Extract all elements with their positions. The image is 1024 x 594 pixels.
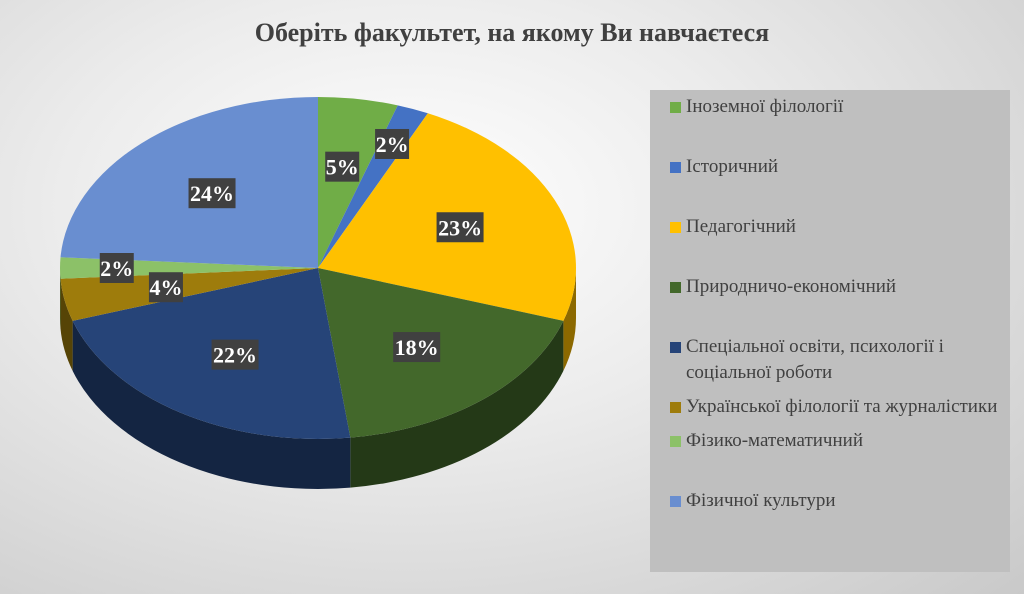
legend-item: Української філології та журналістики bbox=[670, 394, 998, 420]
pie-slice[interactable] bbox=[72, 268, 351, 439]
data-label: 2% bbox=[376, 132, 409, 157]
pie-slice-side bbox=[350, 320, 564, 488]
legend: Іноземної філології Історичний Педагогічни… bbox=[650, 90, 1010, 572]
legend-swatch bbox=[670, 496, 681, 507]
legend-label: Природничо-економічний bbox=[686, 276, 897, 297]
data-label: 18% bbox=[395, 335, 439, 360]
data-label: 4% bbox=[149, 275, 182, 300]
pie-slice-side bbox=[72, 320, 351, 489]
data-label-box bbox=[211, 339, 259, 370]
data-label: 22% bbox=[213, 343, 257, 368]
legend-swatch bbox=[670, 402, 681, 413]
legend-swatch bbox=[670, 222, 681, 233]
chart-title: Оберіть факультет, на якому Ви навчаєтес… bbox=[254, 18, 770, 47]
legend-label: Української філології та журналістики bbox=[686, 396, 998, 417]
data-label-box bbox=[99, 253, 134, 283]
legend-swatch bbox=[670, 282, 681, 293]
legend-label: Спеціальної освіти, психології і соціаль… bbox=[686, 336, 944, 383]
pie-slice-side bbox=[563, 268, 576, 371]
data-label-box bbox=[188, 178, 236, 209]
legend-swatch bbox=[670, 436, 681, 447]
legend-swatch bbox=[670, 102, 681, 113]
legend-swatch bbox=[670, 162, 681, 173]
legend-label: Фізичної культури bbox=[686, 490, 836, 511]
legend-item: Історичний bbox=[670, 154, 998, 180]
legend-item: Фізичної культури bbox=[670, 488, 998, 514]
legend-item: Природничо-економічний bbox=[670, 274, 998, 300]
data-label: 23% bbox=[438, 215, 482, 240]
data-label-box bbox=[436, 212, 484, 243]
legend-item: Фізико-математичний bbox=[670, 428, 998, 454]
data-label-box bbox=[148, 272, 183, 303]
pie-slice[interactable] bbox=[318, 268, 564, 438]
data-label-box bbox=[375, 128, 410, 159]
pie-chart: 5% 2% 23% 18% 22% 4% 2% 24% bbox=[60, 97, 576, 489]
legend-label: Іноземної філології bbox=[686, 96, 844, 117]
legend-item: Педагогічний bbox=[670, 214, 998, 240]
data-label-box bbox=[393, 332, 441, 363]
pie-slice-side bbox=[60, 278, 73, 371]
legend-label: Фізико-математичний bbox=[686, 430, 863, 451]
data-label-box bbox=[325, 151, 360, 182]
legend-item: Спеціальної освіти, психології і соціаль… bbox=[670, 334, 998, 386]
data-label: 2% bbox=[100, 256, 133, 281]
data-label: 24% bbox=[190, 181, 234, 206]
data-label: 5% bbox=[326, 155, 359, 180]
pie-slice-side bbox=[60, 268, 61, 329]
legend-swatch bbox=[670, 342, 681, 353]
legend-label: Педагогічний bbox=[686, 216, 796, 237]
legend-label: Історичний bbox=[686, 156, 779, 177]
legend-item: Іноземної філології bbox=[670, 94, 998, 120]
